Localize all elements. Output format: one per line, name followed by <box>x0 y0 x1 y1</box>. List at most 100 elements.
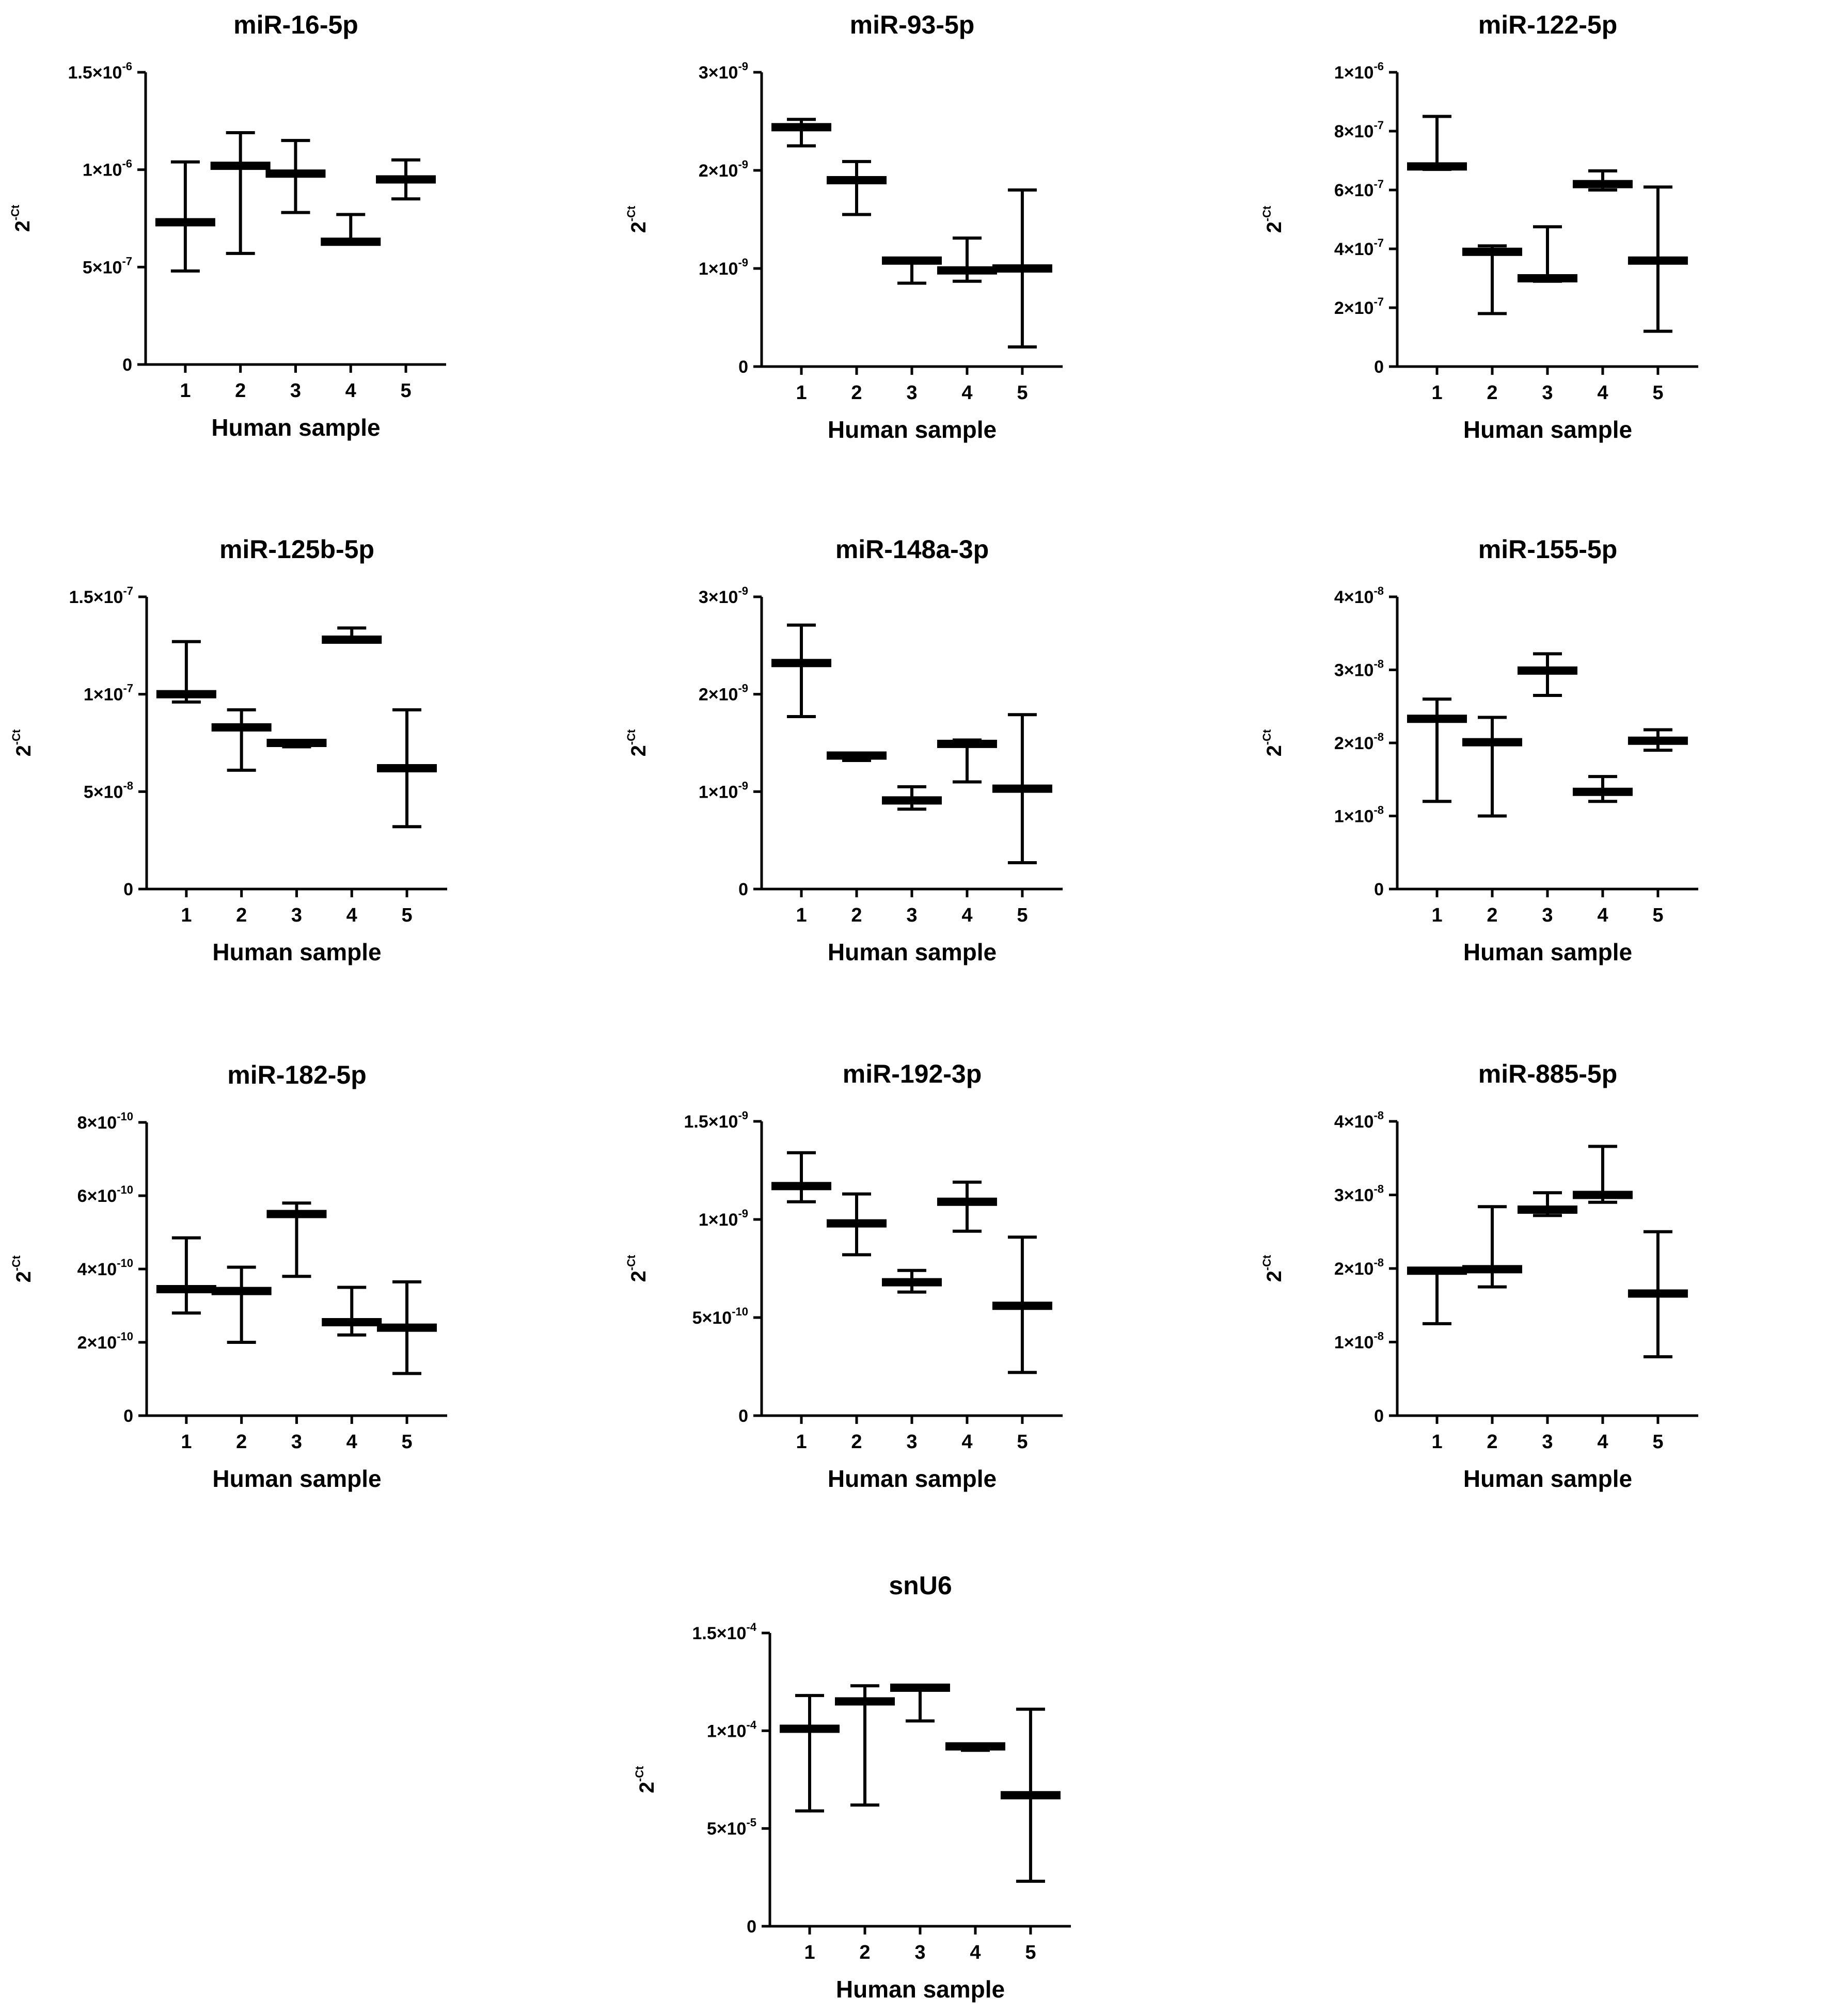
y-axis-label: 2-Ct <box>625 1255 650 1282</box>
x-tick-label: 5 <box>1652 382 1663 404</box>
y-tick-label: 3×10-9 <box>699 60 748 83</box>
x-tick-label: 5 <box>1652 1431 1663 1453</box>
y-tick-label: 1.5×10-9 <box>684 1109 748 1132</box>
y-tick-label: 3×10-8 <box>1334 1183 1384 1206</box>
chart-panel: miR-93-5p 0 1×10-9 2×10-9 3×10-9 2-Ct 1 2 3 4 5 Hum… <box>625 10 1063 443</box>
x-tick-label: 4 <box>970 1942 981 1963</box>
y-axis-label: 2-Ct <box>9 204 34 232</box>
chart-panel: miR-122-5p 0 2×10-7 4×10-7 6×10-7 8×10-7 1×10-… <box>1260 10 1698 443</box>
y-tick-label: 0 <box>123 880 133 899</box>
chart-panel: miR-16-5p 0 5×10-7 1×10-6 1.5×10-6 2-Ct 1 2 3 4 5H… <box>9 10 446 441</box>
y-axis-label: 2-Ct <box>633 1766 658 1793</box>
x-axis-label: Human sample <box>828 416 997 443</box>
x-tick-label: 2 <box>859 1942 870 1963</box>
x-tick-label: 3 <box>291 1431 302 1453</box>
x-tick-label: 2 <box>1487 1431 1497 1453</box>
y-tick-label: 5×10-7 <box>83 255 132 277</box>
y-tick-label: 1×10-9 <box>699 256 748 279</box>
chart-title: miR-885-5p <box>1478 1059 1618 1088</box>
chart-title: snU6 <box>889 1571 952 1600</box>
x-axis-label: Human sample <box>211 414 380 441</box>
x-tick-label: 2 <box>1487 905 1497 926</box>
x-axis-label: Human sample <box>1463 939 1632 965</box>
y-tick-label: 3×10-9 <box>699 584 748 607</box>
x-axis-label: Human sample <box>212 939 381 965</box>
chart-title: miR-125b-5p <box>219 535 374 564</box>
y-tick-label: 1.5×10-7 <box>69 584 133 607</box>
y-tick-label: 2×10-8 <box>1334 731 1384 753</box>
x-tick-label: 4 <box>961 1431 972 1453</box>
y-tick-label: 0 <box>123 1406 133 1426</box>
y-tick-label: 1×10-8 <box>1334 1330 1384 1353</box>
x-axis-label: Human sample <box>828 939 997 965</box>
y-tick-label: 1×10-6 <box>1334 60 1384 83</box>
y-tick-label: 4×10-8 <box>1334 1109 1384 1132</box>
x-tick-label: 3 <box>1542 382 1553 404</box>
y-tick-label: 2×10-9 <box>699 158 748 181</box>
chart-panel: miR-192-3p 0 5×10-10 1×10-9 1.5×10-9 2-Ct 1 2 3 4… <box>625 1059 1063 1492</box>
x-tick-label: 1 <box>181 1431 192 1453</box>
x-tick-label: 3 <box>914 1942 925 1963</box>
y-tick-label: 6×10-7 <box>1334 178 1384 200</box>
x-tick-label: 2 <box>235 380 246 402</box>
x-tick-label: 5 <box>1025 1942 1036 1963</box>
y-tick-label: 8×10-7 <box>1334 119 1384 141</box>
x-tick-label: 4 <box>345 380 356 402</box>
x-tick-label: 4 <box>1597 905 1608 926</box>
x-tick-label: 4 <box>346 905 357 926</box>
chart-title: miR-16-5p <box>233 10 358 39</box>
chart-panel: miR-148a-3p 0 1×10-9 2×10-9 3×10-9 2-Ct 1 2 3 4 5H… <box>625 535 1063 965</box>
y-tick-label: 6×10-10 <box>77 1183 133 1206</box>
chart-panel: miR-885-5p 0 1×10-8 2×10-8 3×10-8 4×10-8 2-Ct 1… <box>1260 1059 1698 1492</box>
chart-title: miR-182-5p <box>227 1060 367 1089</box>
x-tick-label: 1 <box>1431 905 1442 926</box>
chart-title: miR-122-5p <box>1478 10 1618 39</box>
x-tick-label: 2 <box>851 382 862 404</box>
x-tick-label: 5 <box>401 905 412 926</box>
chart-title: miR-148a-3p <box>835 535 989 564</box>
y-tick-label: 1×10-6 <box>83 157 132 180</box>
x-tick-label: 4 <box>346 1431 357 1453</box>
x-tick-label: 4 <box>961 382 972 404</box>
y-tick-label: 5×10-10 <box>692 1305 748 1328</box>
y-axis-label: 2-Ct <box>10 729 35 756</box>
y-tick-label: 0 <box>122 355 132 375</box>
x-axis-label: Human sample <box>212 1465 381 1492</box>
y-tick-label: 0 <box>1374 1406 1384 1426</box>
y-tick-label: 2×10-7 <box>1334 295 1384 318</box>
chart-panel: miR-155-5p 0 1×10-8 2×10-8 3×10-8 4×10-8 2-Ct 1… <box>1260 535 1698 965</box>
x-tick-label: 1 <box>181 905 192 926</box>
y-tick-label: 1.5×10-6 <box>68 60 132 83</box>
chart-title: miR-93-5p <box>850 10 975 39</box>
x-tick-label: 2 <box>851 905 862 926</box>
x-tick-label: 5 <box>1017 382 1028 404</box>
y-axis-label: 2-Ct <box>1260 205 1286 233</box>
x-tick-label: 3 <box>906 1431 917 1453</box>
y-axis-label: 2-Ct <box>625 729 650 756</box>
x-tick-label: 4 <box>1597 382 1608 404</box>
x-tick-label: 3 <box>906 382 917 404</box>
y-axis-label: 2-Ct <box>1260 1255 1286 1282</box>
x-tick-label: 1 <box>796 1431 807 1453</box>
chart-title: miR-155-5p <box>1478 535 1618 564</box>
y-tick-label: 4×10-10 <box>77 1257 133 1279</box>
x-tick-label: 1 <box>1431 382 1442 404</box>
y-axis-label: 2-Ct <box>625 205 650 233</box>
y-tick-label: 1×10-7 <box>84 682 133 705</box>
y-axis-label: 2-Ct <box>1260 729 1286 756</box>
y-tick-label: 1×10-4 <box>707 1718 757 1741</box>
chart-panel: miR-182-5p 0 2×10-10 4×10-10 6×10-10 8×10-10 2… <box>10 1060 447 1492</box>
y-tick-label: 0 <box>738 1406 748 1426</box>
y-tick-label: 8×10-10 <box>77 1110 133 1133</box>
x-tick-label: 2 <box>851 1431 862 1453</box>
y-tick-label: 0 <box>747 1917 756 1937</box>
y-tick-label: 3×10-8 <box>1334 658 1384 680</box>
x-tick-label: 5 <box>1017 1431 1028 1453</box>
x-tick-label: 3 <box>906 905 917 926</box>
y-tick-label: 0 <box>1374 357 1384 377</box>
x-tick-label: 2 <box>236 1431 247 1453</box>
x-tick-label: 2 <box>236 905 247 926</box>
y-tick-label: 2×10-8 <box>1334 1256 1384 1279</box>
x-tick-label: 4 <box>1597 1431 1608 1453</box>
x-axis-label: Human sample <box>1463 1465 1632 1492</box>
